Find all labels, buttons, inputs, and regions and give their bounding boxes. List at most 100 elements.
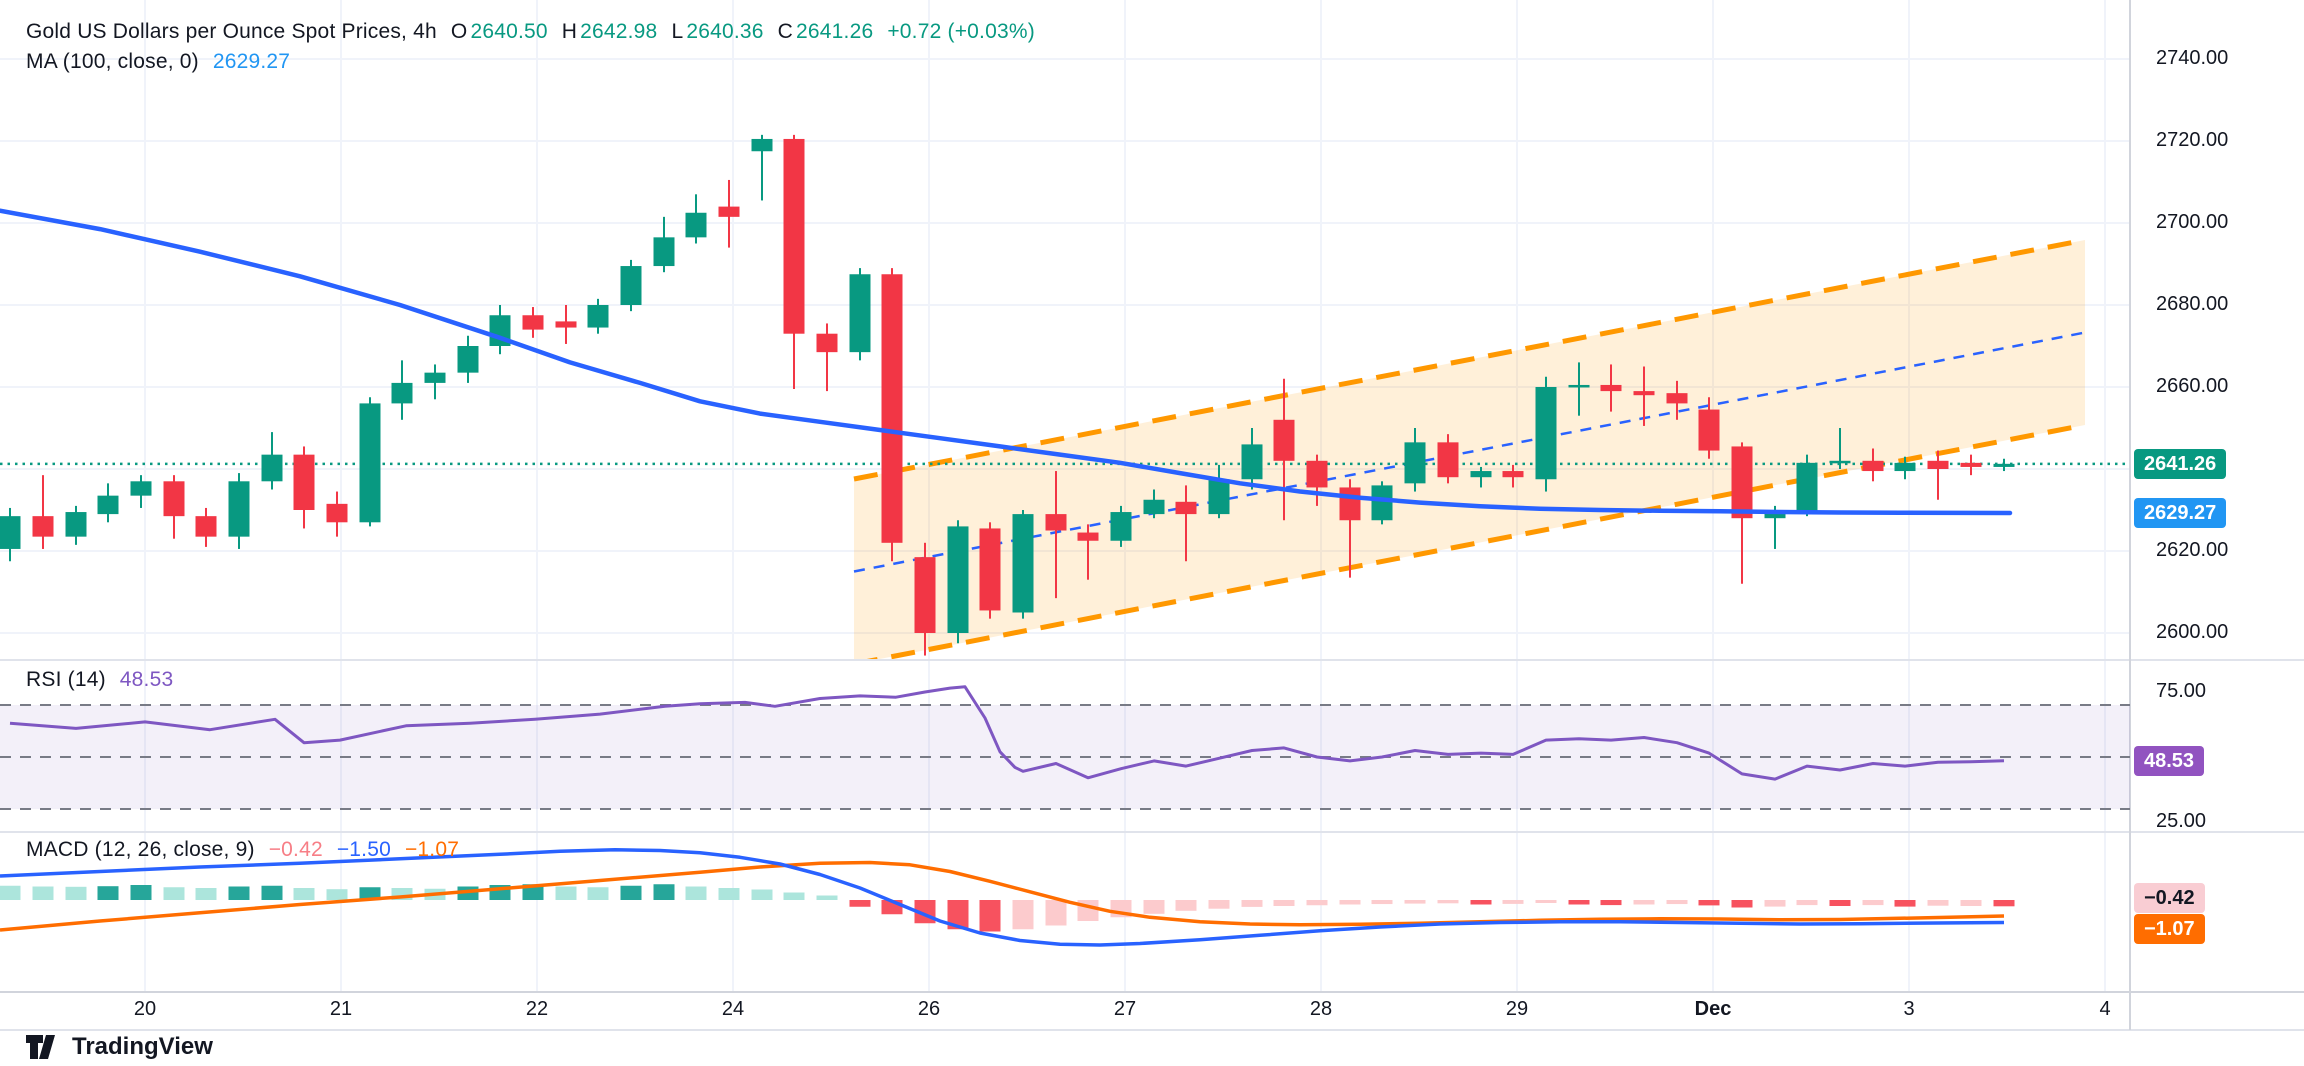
candle[interactable]: [1796, 454, 1818, 517]
candle[interactable]: [1862, 448, 1884, 482]
candle[interactable]: [391, 360, 413, 420]
candle[interactable]: [1829, 428, 1851, 469]
candle[interactable]: [881, 268, 903, 562]
candle[interactable]: [163, 475, 185, 539]
candle[interactable]: [293, 446, 315, 529]
macd-histogram-bar: [293, 888, 315, 900]
candle[interactable]: [195, 507, 217, 547]
time-tick-label: 22: [525, 998, 549, 1020]
candle[interactable]: [1993, 458, 2015, 472]
candle[interactable]: [1568, 362, 1590, 416]
price-tick-label: 2660.00: [2156, 375, 2229, 397]
macd-histogram-bar: [228, 886, 250, 900]
candle[interactable]: [1633, 366, 1655, 426]
candle[interactable]: [1927, 450, 1949, 500]
macd-histogram-bar: [1600, 900, 1622, 906]
candle[interactable]: [1012, 510, 1034, 619]
candle[interactable]: [97, 483, 119, 523]
candle[interactable]: [1077, 524, 1099, 580]
candle[interactable]: [979, 522, 1001, 619]
macd-histogram-bar: [1927, 900, 1949, 906]
symbol-title: Gold US Dollars per Ounce Spot Prices, 4…: [26, 20, 437, 43]
grid-lines: [0, 0, 2130, 992]
candle[interactable]: [32, 475, 54, 549]
rsi-tick-label: 25.00: [2156, 810, 2207, 832]
candle[interactable]: [849, 268, 871, 361]
candle[interactable]: [1208, 464, 1230, 519]
rsi-tick-label: 75.00: [2156, 680, 2207, 702]
candle[interactable]: [522, 307, 544, 338]
candle[interactable]: [1437, 434, 1459, 484]
candle[interactable]: [1045, 471, 1067, 599]
candle[interactable]: [0, 507, 21, 562]
candle[interactable]: [685, 194, 707, 244]
macd-histogram-bar: [1012, 900, 1034, 930]
macd-histogram-bar: [1535, 900, 1557, 903]
candle[interactable]: [1273, 378, 1295, 521]
candle[interactable]: [718, 179, 740, 248]
macd-histogram-bar: [1502, 900, 1524, 904]
candle[interactable]: [1666, 380, 1688, 420]
candle[interactable]: [751, 134, 773, 201]
ohlc-low: L 2640.36: [671, 20, 764, 43]
macd-histogram-bar: [653, 884, 675, 900]
price-tick-label: 2740.00: [2156, 47, 2229, 69]
candle[interactable]: [1470, 466, 1492, 488]
time-tick-label: 28: [1309, 998, 1333, 1020]
candle[interactable]: [1894, 456, 1916, 480]
macd-histogram-bar: [1829, 900, 1851, 906]
candle[interactable]: [1143, 489, 1165, 519]
time-tick-label: 20: [133, 998, 157, 1020]
candle[interactable]: [1960, 454, 1982, 476]
candle[interactable]: [1600, 364, 1622, 412]
candle[interactable]: [783, 134, 805, 390]
candle[interactable]: [587, 298, 609, 334]
rsi-label: RSI (14): [26, 668, 106, 691]
macd-histogram-bar: [783, 892, 805, 900]
candle[interactable]: [1502, 464, 1524, 488]
macd-histogram-bar: [1862, 900, 1884, 906]
time-tick-label: 29: [1505, 998, 1529, 1020]
candle[interactable]: [424, 364, 446, 400]
candle[interactable]: [1306, 454, 1328, 506]
candle[interactable]: [1404, 428, 1426, 492]
candle[interactable]: [620, 259, 642, 312]
macd-histogram-bar: [1731, 900, 1753, 908]
rsi-value: 48.53: [119, 668, 174, 691]
candle[interactable]: [261, 432, 283, 490]
candle[interactable]: [1241, 428, 1263, 490]
candle[interactable]: [653, 216, 675, 273]
macd-histogram-bar: [130, 885, 152, 900]
candles[interactable]: [0, 134, 2015, 656]
candle[interactable]: [947, 520, 969, 644]
candle[interactable]: [1535, 376, 1557, 492]
rsi-panel[interactable]: [0, 685, 2130, 810]
candle[interactable]: [816, 323, 838, 392]
candle[interactable]: [228, 473, 250, 549]
candle[interactable]: [1175, 485, 1197, 562]
macd-histogram-bar: [1404, 900, 1426, 904]
candle[interactable]: [1371, 481, 1393, 525]
macd-histogram-bar: [1175, 900, 1197, 911]
macd-histogram-bar: [718, 888, 740, 900]
macd-panel[interactable]: [0, 848, 2015, 947]
macd-label: MACD (12, 26, close, 9): [26, 838, 255, 861]
macd-histogram-bar: [685, 886, 707, 900]
macd-histogram-bar: [849, 900, 871, 907]
macd-histogram-bar: [1273, 900, 1295, 906]
candle[interactable]: [457, 335, 479, 383]
candle[interactable]: [1110, 505, 1132, 547]
candle[interactable]: [65, 505, 87, 545]
candle[interactable]: [914, 542, 936, 656]
tradingview-logo[interactable]: TradingView: [24, 1032, 213, 1062]
candle[interactable]: [1698, 397, 1720, 459]
candle[interactable]: [359, 397, 381, 527]
candle[interactable]: [326, 491, 348, 537]
macd-histogram-bar: [1960, 900, 1982, 906]
ma100-line[interactable]: [0, 208, 2013, 516]
macd-histogram-bar: [979, 900, 1001, 932]
candle[interactable]: [555, 305, 577, 344]
macd-histogram-bar: [1470, 900, 1492, 905]
candle[interactable]: [130, 475, 152, 508]
